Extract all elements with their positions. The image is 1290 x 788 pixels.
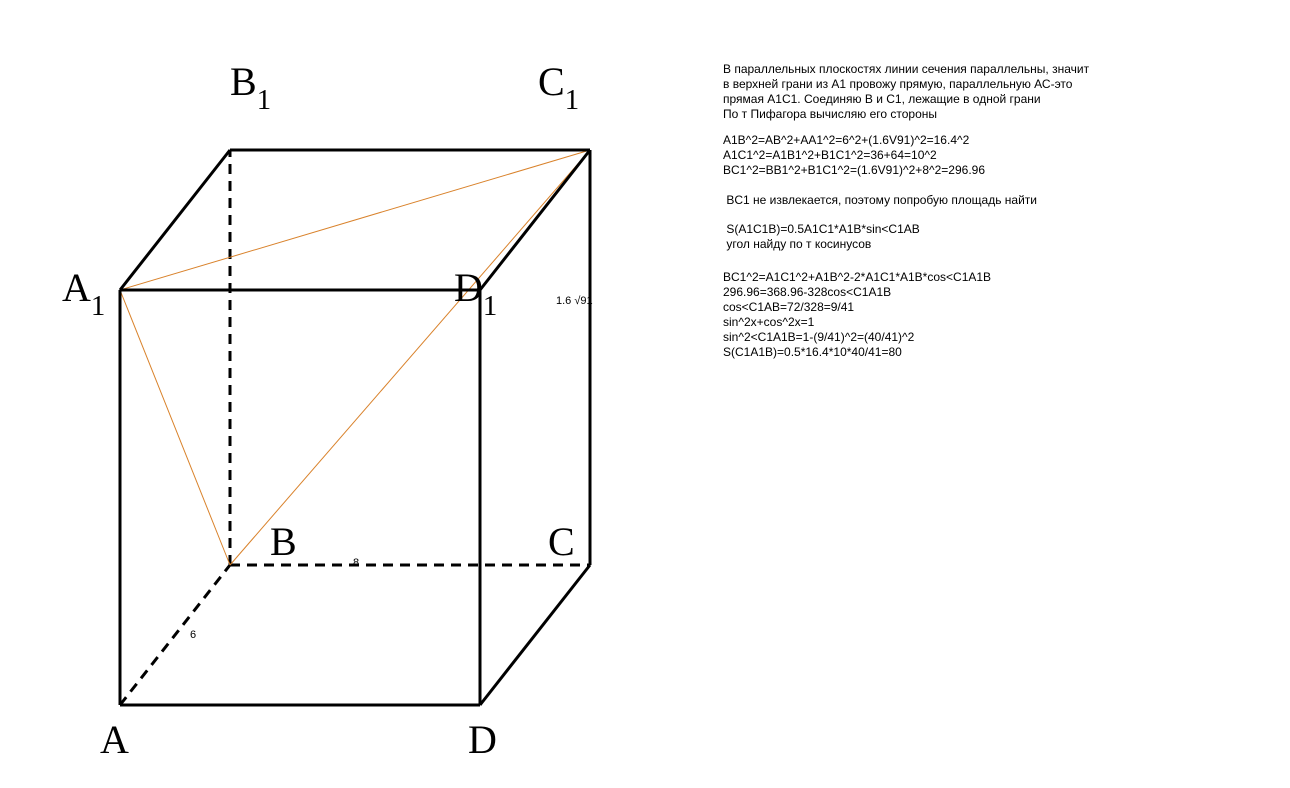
solution-line: BC1 не извлекается, поэтому попробую пло… (723, 193, 1037, 208)
solution-line: BC1^2=A1C1^2+A1B^2-2*A1C1*A1B*cos<C1A1B (723, 270, 991, 285)
vertex-letter: D (454, 265, 483, 310)
page-root: ADBCA1D1B1C1 681.6 √91 В параллельных пл… (0, 0, 1290, 788)
solution-block-4: BC1^2=A1C1^2+A1B^2-2*A1C1*A1B*cos<C1A1B2… (723, 270, 991, 360)
vertex-label-B: B (270, 522, 297, 562)
solution-line: S(C1A1B)=0.5*16.4*10*40/41=80 (723, 345, 991, 360)
vertex-label-A1: A1 (62, 268, 105, 316)
dimension-height: 1.6 √91 (556, 296, 593, 307)
edge (480, 565, 590, 705)
vertex-label-C: C (548, 522, 575, 562)
vertex-letter: D (468, 717, 497, 762)
solution-line: угол найду по т косинусов (723, 237, 920, 252)
solution-line: По т Пифагора вычисляю его стороны (723, 107, 1089, 122)
vertex-letter: C (538, 59, 565, 104)
edge (120, 150, 590, 290)
dimension-ab_len: 6 (190, 630, 196, 641)
vertex-letter: C (548, 519, 575, 564)
vertex-label-C1: C1 (538, 62, 579, 110)
vertex-label-A: A (100, 720, 129, 760)
vertex-subscript: 1 (483, 290, 497, 322)
solution-block-3: S(A1C1B)=0.5A1C1*A1B*sin<C1AB угол найду… (723, 222, 920, 252)
vertex-letter: A (100, 717, 129, 762)
edge (230, 150, 590, 565)
vertex-label-D: D (468, 720, 497, 760)
solution-line: sin^2<C1A1B=1-(9/41)^2=(40/41)^2 (723, 330, 991, 345)
edge (120, 150, 230, 290)
solution-block-1: A1B^2=AB^2+AA1^2=6^2+(1.6V91)^2=16.4^2A1… (723, 133, 985, 178)
vertex-letter: B (270, 519, 297, 564)
solution-line: A1B^2=AB^2+AA1^2=6^2+(1.6V91)^2=16.4^2 (723, 133, 985, 148)
dimension-bc_len: 8 (353, 558, 359, 569)
edge (120, 565, 230, 705)
vertex-label-B1: B1 (230, 62, 271, 110)
solution-line: A1C1^2=A1B1^2+B1C1^2=36+64=10^2 (723, 148, 985, 163)
solution-line: sin^2x+cos^2x=1 (723, 315, 991, 330)
vertex-subscript: 1 (257, 84, 271, 116)
vertex-subscript: 1 (565, 84, 579, 116)
vertex-label-D1: D1 (454, 268, 497, 316)
solution-line: В параллельных плоскостях линии сечения … (723, 62, 1089, 77)
vertex-letter: B (230, 59, 257, 104)
solution-line: cos<C1AB=72/328=9/41 (723, 300, 991, 315)
edge (120, 290, 230, 565)
solution-block-2: BC1 не извлекается, поэтому попробую пло… (723, 193, 1037, 208)
solution-block-0: В параллельных плоскостях линии сечения … (723, 62, 1089, 122)
solution-line: в верхней грани из А1 провожу прямую, па… (723, 77, 1089, 92)
vertex-subscript: 1 (91, 290, 105, 322)
solution-line: прямая А1С1. Соединяю В и С1, лежащие в … (723, 92, 1089, 107)
vertex-letter: A (62, 265, 91, 310)
prism-diagram (0, 0, 700, 788)
solution-line: S(A1C1B)=0.5A1C1*A1B*sin<C1AB (723, 222, 920, 237)
solution-line: BC1^2=BB1^2+B1C1^2=(1.6V91)^2+8^2=296.96 (723, 163, 985, 178)
solution-line: 296.96=368.96-328cos<C1A1B (723, 285, 991, 300)
